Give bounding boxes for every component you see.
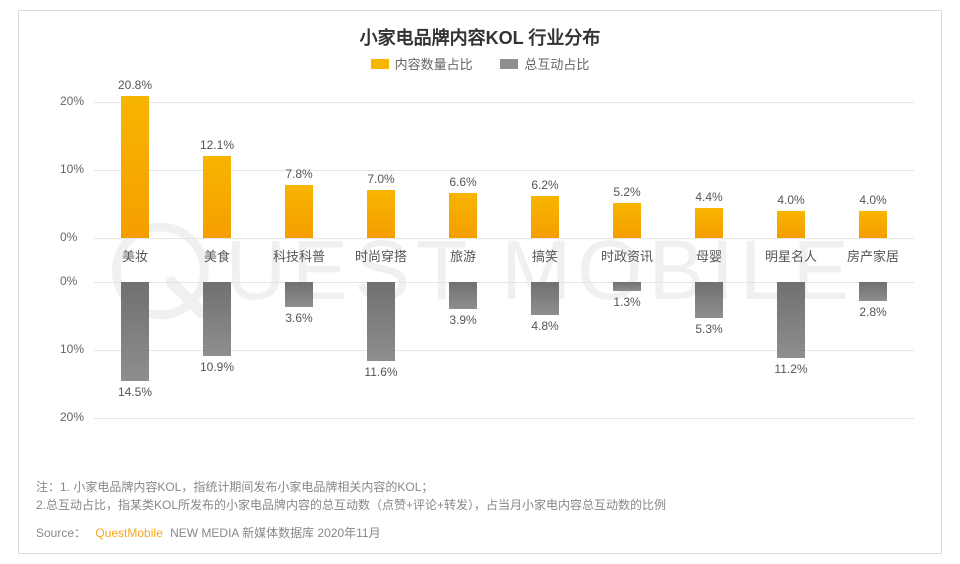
bar-label-bottom: 3.6% <box>269 311 329 325</box>
category-label: 时政资讯 <box>586 246 668 265</box>
y-tick-top: 10% <box>60 162 84 176</box>
bar-bottom <box>531 282 559 315</box>
category-label: 搞笑 <box>504 246 586 265</box>
bar-bottom <box>285 282 313 307</box>
bar-bottom <box>777 282 805 358</box>
chart-area: 0%10%20%0%10%20%20.8%美妆14.5%12.1%美食10.9%… <box>60 88 920 458</box>
bar-bottom <box>859 282 887 301</box>
bar-label-bottom: 11.6% <box>351 365 411 379</box>
bar-bottom <box>121 282 149 381</box>
bar-label-bottom: 1.3% <box>597 295 657 309</box>
bar-label-top: 4.4% <box>679 190 739 204</box>
bar-label-top: 20.8% <box>105 78 165 92</box>
category-label: 美妆 <box>94 246 176 265</box>
bar-label-top: 4.0% <box>843 193 903 207</box>
bar-top <box>695 208 723 238</box>
gridline <box>94 102 914 103</box>
chart-title: 小家电品牌内容KOL 行业分布 <box>0 24 960 50</box>
gridline <box>94 238 914 239</box>
bar-label-top: 4.0% <box>761 193 821 207</box>
bar-bottom <box>367 282 395 361</box>
bar-top <box>121 96 149 238</box>
bar-label-top: 6.2% <box>515 178 575 192</box>
footnote-1: 注：1. 小家电品牌内容KOL，指统计期间发布小家电品牌相关内容的KOL； <box>36 478 916 496</box>
bar-label-top: 7.8% <box>269 167 329 181</box>
legend-label-1: 内容数量占比 <box>395 54 473 73</box>
legend: 内容数量占比 总互动占比 <box>0 54 960 73</box>
bar-top <box>367 190 395 238</box>
bar-bottom <box>449 282 477 309</box>
bar-label-bottom: 11.2% <box>761 362 821 376</box>
bar-top <box>613 203 641 238</box>
bar-top <box>777 211 805 238</box>
category-label: 美食 <box>176 246 258 265</box>
gridline <box>94 418 914 419</box>
category-label: 房产家居 <box>832 246 914 265</box>
bar-label-top: 5.2% <box>597 185 657 199</box>
bar-bottom <box>613 282 641 291</box>
bar-top <box>203 156 231 239</box>
y-tick-bottom: 0% <box>60 274 77 288</box>
legend-item-interaction: 总互动占比 <box>500 54 589 73</box>
category-label: 时尚穿搭 <box>340 246 422 265</box>
category-label: 明星名人 <box>750 246 832 265</box>
bar-top <box>285 185 313 238</box>
y-tick-bottom: 20% <box>60 410 84 424</box>
bar-label-top: 12.1% <box>187 138 247 152</box>
bar-bottom <box>203 282 231 356</box>
bar-label-bottom: 2.8% <box>843 305 903 319</box>
source-brand: QuestMobile <box>95 526 162 540</box>
y-tick-top: 0% <box>60 230 77 244</box>
legend-item-content: 内容数量占比 <box>371 54 473 73</box>
legend-label-2: 总互动占比 <box>524 54 589 73</box>
bar-label-top: 7.0% <box>351 172 411 186</box>
bar-label-top: 6.6% <box>433 175 493 189</box>
category-label: 旅游 <box>422 246 504 265</box>
bar-label-bottom: 10.9% <box>187 360 247 374</box>
legend-swatch-1 <box>371 59 389 69</box>
category-label: 科技科普 <box>258 246 340 265</box>
source-line: Source： QuestMobile NEW MEDIA 新媒体数据库 202… <box>36 524 381 541</box>
bar-top <box>531 196 559 238</box>
footnotes: 注：1. 小家电品牌内容KOL，指统计期间发布小家电品牌相关内容的KOL； 2.… <box>36 478 916 514</box>
footnote-2: 2.总互动占比，指某类KOL所发布的小家电品牌内容的总互动数（点赞+评论+转发）… <box>36 496 916 514</box>
bar-label-bottom: 5.3% <box>679 322 739 336</box>
y-tick-bottom: 10% <box>60 342 84 356</box>
bar-top <box>859 211 887 238</box>
bar-label-bottom: 14.5% <box>105 385 165 399</box>
bar-bottom <box>695 282 723 318</box>
bar-label-bottom: 3.9% <box>433 313 493 327</box>
bar-label-bottom: 4.8% <box>515 319 575 333</box>
y-tick-top: 20% <box>60 94 84 108</box>
bar-top <box>449 193 477 238</box>
legend-swatch-2 <box>500 59 518 69</box>
category-label: 母婴 <box>668 246 750 265</box>
source-prefix: Source： <box>36 526 86 540</box>
source-suffix: NEW MEDIA 新媒体数据库 2020年11月 <box>170 526 381 540</box>
